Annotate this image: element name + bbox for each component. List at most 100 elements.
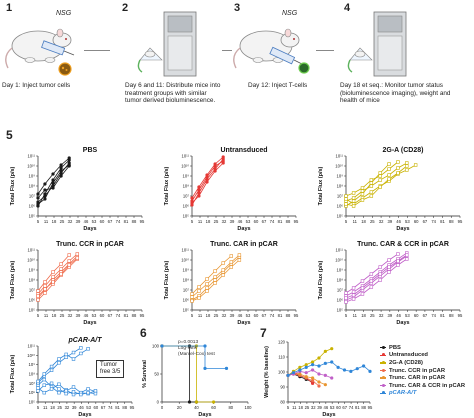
x-tick-label: 81	[440, 219, 445, 224]
x-tick-label: 80	[228, 405, 233, 410]
data-point	[36, 298, 40, 302]
data-point	[355, 367, 359, 371]
data-point	[310, 376, 315, 380]
x-tick-label: 46	[396, 219, 401, 224]
data-point	[211, 400, 216, 404]
data-point	[387, 167, 391, 171]
workflow-arrow	[316, 50, 334, 51]
data-point	[396, 263, 400, 267]
data-point	[59, 166, 63, 170]
x-tick-label: 25	[305, 405, 310, 410]
data-point	[213, 281, 217, 285]
legend-label: 2G-A (CD28)	[389, 359, 423, 366]
data-point	[57, 357, 61, 361]
data-point	[67, 163, 71, 167]
data-point	[344, 291, 348, 295]
data-point	[351, 204, 356, 208]
weight-chart: 80 90 100 110 120 5 11 18 25 32 39 46 53 60 67 74 81 88 95…	[264, 340, 373, 418]
syringe-icon	[269, 46, 305, 66]
data-point	[79, 351, 83, 356]
x-tick-label: 95	[458, 219, 463, 224]
x-tick-label: 5	[345, 219, 348, 224]
data-point	[213, 162, 217, 166]
tumor-free-line: free 3/5	[100, 369, 121, 375]
data-point	[323, 361, 327, 365]
y-tick-label: 10⁷	[29, 194, 36, 199]
data-point	[64, 355, 68, 359]
stats-line: Log-rank	[178, 345, 197, 351]
x-tick-label: 18	[206, 219, 211, 224]
x-tick-label: 60	[100, 313, 105, 318]
data-point	[36, 379, 40, 384]
data-point	[330, 360, 334, 364]
data-point	[369, 178, 374, 182]
data-point	[213, 278, 217, 282]
data-point	[378, 171, 382, 175]
y-tick-label: 10¹⁰	[181, 258, 189, 263]
legend-marker	[381, 376, 385, 380]
x-tick-label: 32	[379, 313, 384, 318]
x-tick-label: 32	[68, 219, 73, 224]
x-tick-label: 5	[37, 405, 40, 410]
x-tick-label: 53	[405, 313, 410, 318]
data-point	[197, 188, 201, 192]
x-tick-label: 11	[198, 313, 203, 318]
x-tick-label: 32	[222, 313, 227, 318]
data-point	[291, 371, 296, 375]
data-point	[360, 279, 365, 283]
legend-label: PBS	[389, 344, 401, 351]
x-tick-label: 95	[294, 219, 299, 224]
data-point	[237, 253, 242, 257]
x-axis-label: Days	[78, 412, 91, 418]
x-tick-label: 25	[60, 313, 65, 318]
x-tick-label: 39	[388, 219, 393, 224]
data-point	[42, 372, 46, 376]
x-axis-label: Days	[237, 320, 250, 326]
trunc-car-ccr-flux-chart: Trunc. CAR & CCR in pCAR 10⁵ 10⁶ 10⁷ 10⁸ 10⁹ 1…	[318, 241, 463, 326]
x-tick-label: 88	[132, 219, 137, 224]
x-tick-label: 25	[370, 219, 375, 224]
x-tick-label: 18	[52, 313, 57, 318]
y-tick-label: 10⁷	[337, 194, 344, 199]
pbs-flux-chart: PBS 10⁵ 10⁶ 10⁷ 10⁸ 10⁹ 10¹⁰ 10¹¹ 5 11 18 25 32 39 46 5…	[10, 147, 145, 232]
data-point	[43, 197, 47, 201]
x-tick-label: 74	[270, 219, 275, 224]
data-point	[187, 400, 192, 404]
x-tick-label: 95	[368, 405, 373, 410]
data-point	[396, 171, 400, 175]
data-point	[213, 269, 217, 273]
chart-title: Untransduced	[220, 147, 267, 154]
data-point	[360, 286, 365, 290]
data-point	[304, 365, 308, 369]
y-tick-label: 10⁵	[29, 400, 36, 405]
x-tick-label: 53	[405, 219, 410, 224]
x-tick-label: 60	[336, 405, 341, 410]
data-point	[51, 270, 55, 274]
x-tick-label: 11	[292, 405, 297, 410]
data-point	[59, 262, 63, 266]
data-point	[36, 202, 40, 206]
x-tick-label: 5	[345, 313, 348, 318]
step-4-line: health of mice	[340, 97, 380, 105]
data-point	[229, 265, 233, 269]
y-tick-label: 10¹¹	[28, 154, 36, 159]
legend-swatch	[380, 376, 386, 380]
data-point	[298, 365, 302, 369]
data-point	[344, 296, 348, 300]
data-point	[378, 278, 382, 282]
data-point	[351, 199, 356, 203]
x-tick-label: 18	[361, 219, 366, 224]
y-tick-label: 10⁸	[29, 278, 36, 283]
data-point	[203, 344, 207, 348]
data-point	[351, 191, 356, 195]
data-point	[229, 260, 233, 264]
legend-item: Trunc. CAR in pCAR	[380, 374, 465, 382]
y-tick-label: 10¹¹	[336, 248, 344, 253]
data-point	[344, 194, 348, 198]
x-tick-label: 46	[238, 313, 243, 318]
data-point	[317, 356, 321, 360]
data-point	[351, 297, 356, 301]
y-tick-label: 10¹¹	[336, 154, 344, 159]
x-tick-label: 100	[245, 405, 253, 410]
x-tick-label: 18	[52, 219, 57, 224]
